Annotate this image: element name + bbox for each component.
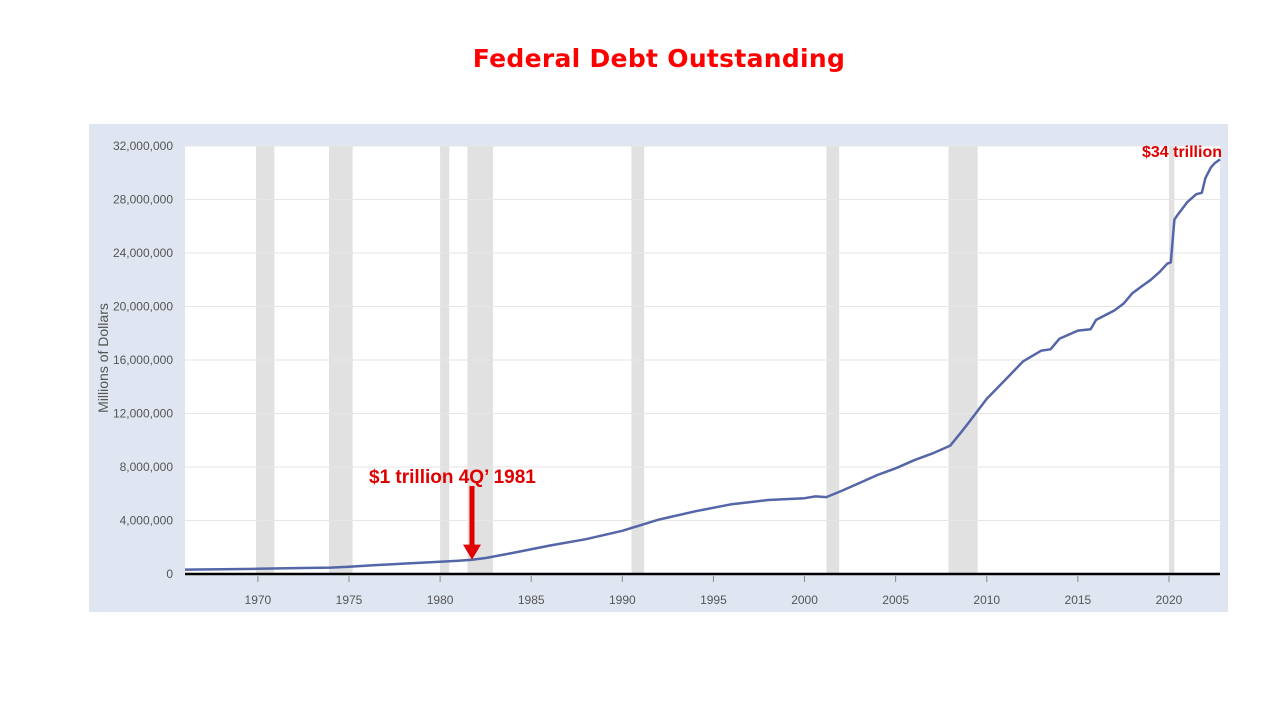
- y-tick-label-0: 0: [166, 567, 173, 581]
- x-tick-label-4: 1990: [609, 593, 636, 607]
- y-tick-label-7: 28,000,000: [113, 193, 173, 207]
- y-axis-ticks: 0 4,000,000 8,000,000 12,000,000 16,000,000 2…: [113, 139, 173, 581]
- annotations: $1 trillion 4Q’ 1981 $34 trillion: [369, 144, 1222, 560]
- x-tick-label-5: 1995: [700, 593, 727, 607]
- y-axis-label: Millions of Dollars: [95, 303, 111, 413]
- grid-lines: [185, 145, 1220, 521]
- y-tick-label-2: 8,000,000: [120, 460, 174, 474]
- series-line-0: [184, 158, 1221, 571]
- x-tick-label-3: 1985: [518, 593, 545, 607]
- x-tick-label-2: 1980: [427, 593, 454, 607]
- x-tick-label-0: 1970: [245, 593, 272, 607]
- annotation-arrow-head: [462, 544, 481, 560]
- annotation-34-trillion: $34 trillion: [1142, 144, 1222, 161]
- annotation-1-trillion: $1 trillion 4Q’ 1981: [369, 467, 536, 488]
- y-tick-label-4: 16,000,000: [113, 353, 173, 367]
- x-tick-label-7: 2005: [882, 593, 909, 607]
- y-tick-label-6: 24,000,000: [113, 246, 173, 260]
- y-tick-label-8: 32,000,000: [113, 139, 173, 153]
- x-tick-label-1: 1975: [336, 593, 363, 607]
- page-title: Federal Debt Outstanding: [472, 44, 846, 73]
- series-lines: [184, 158, 1221, 571]
- x-axis-ticks: 1970 1975 1980 1985 1990 1995 2000 2005 2010 2015…: [245, 576, 1183, 607]
- x-tick-label-10: 2020: [1156, 593, 1183, 607]
- x-tick-label-9: 2015: [1065, 593, 1092, 607]
- y-tick-label-1: 4,000,000: [120, 514, 174, 528]
- y-tick-label-3: 12,000,000: [113, 407, 173, 421]
- y-tick-label-5: 20,000,000: [113, 300, 173, 314]
- x-tick-label-8: 2010: [973, 593, 1000, 607]
- x-tick-label-6: 2000: [791, 593, 818, 607]
